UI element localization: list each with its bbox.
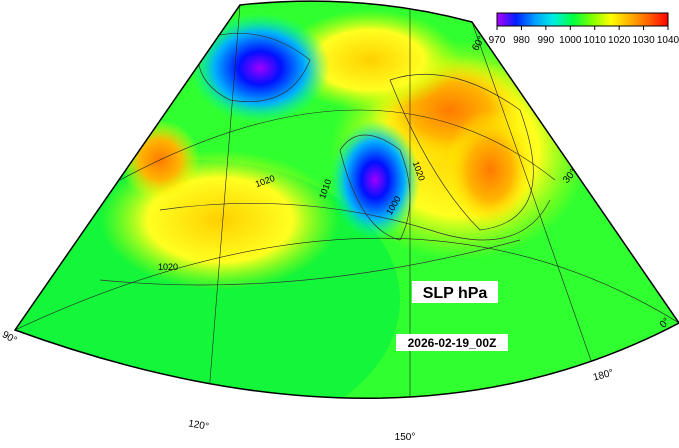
colorbar-tick-label: 970 <box>489 35 506 46</box>
map-border <box>13 0 679 400</box>
longitude-label: 150° <box>395 432 416 443</box>
colorbar: 970 980 990 1000 1010 1020 1030 1040 <box>489 12 679 46</box>
colorbar-ramp <box>496 12 669 27</box>
longitude-label: 180° <box>592 368 615 384</box>
colorbar-tick-label: 990 <box>538 35 555 46</box>
colorbar-tick-label: 980 <box>513 35 530 46</box>
longitude-label: 120° <box>187 418 209 432</box>
title-box <box>412 281 498 303</box>
contour-label: 1020 <box>158 262 178 272</box>
map-date: 2026-02-19_00Z <box>408 336 497 350</box>
colorbar-tick-label: 1010 <box>584 35 607 46</box>
date-box <box>396 334 508 351</box>
longitude-label: 90° <box>0 329 19 346</box>
map-title: SLP hPa <box>423 285 488 302</box>
colorbar-tick-label: 1000 <box>559 35 582 46</box>
colorbar-tick-label: 1020 <box>608 35 631 46</box>
colorbar-tick-label: 1030 <box>632 35 655 46</box>
colorbar-tick-label: 1040 <box>657 35 679 46</box>
